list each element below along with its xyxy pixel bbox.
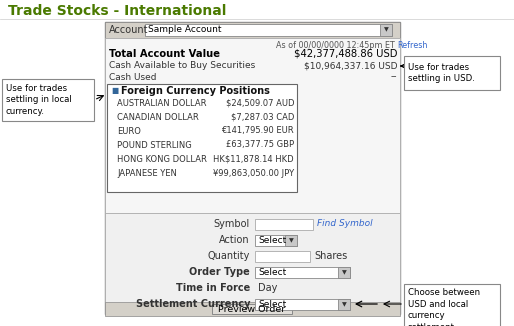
Text: Cash Available to Buy Securities: Cash Available to Buy Securities: [109, 62, 255, 70]
Bar: [255, 235, 297, 246]
Text: ¥99,863,050.00 JPY: ¥99,863,050.00 JPY: [213, 169, 294, 177]
Bar: [338, 299, 350, 310]
Bar: [255, 219, 313, 230]
Bar: [105, 38, 400, 213]
Text: Settlement Currency: Settlement Currency: [136, 299, 250, 309]
Text: Day: Day: [258, 283, 278, 293]
Text: $7,287.03 CAD: $7,287.03 CAD: [231, 112, 294, 122]
Text: €141,795.90 EUR: €141,795.90 EUR: [222, 126, 294, 136]
Text: Action: Action: [219, 235, 250, 245]
Text: Order Type: Order Type: [189, 267, 250, 277]
Text: Choose between
USD and local
currency
settlement.: Choose between USD and local currency se…: [408, 288, 480, 326]
Bar: [105, 302, 400, 316]
Text: AUSTRALIAN DOLLAR: AUSTRALIAN DOLLAR: [117, 98, 207, 108]
Text: $42,377,488.86 USD: $42,377,488.86 USD: [293, 49, 397, 59]
Bar: [285, 235, 297, 246]
Bar: [107, 84, 297, 192]
Text: JAPANESE YEN: JAPANESE YEN: [117, 169, 177, 177]
Bar: [255, 267, 350, 278]
Text: EURO: EURO: [117, 126, 141, 136]
Bar: [105, 213, 400, 314]
Text: Quantity: Quantity: [208, 251, 250, 261]
Text: ▼: ▼: [383, 27, 389, 33]
Text: $10,964,337.16 USD: $10,964,337.16 USD: [303, 62, 397, 70]
Bar: [380, 24, 392, 36]
Bar: [105, 22, 400, 314]
Text: Select: Select: [258, 300, 286, 309]
Text: CANADIAN DOLLAR: CANADIAN DOLLAR: [117, 112, 199, 122]
Text: --: --: [391, 72, 397, 82]
Text: HONG KONG DOLLAR: HONG KONG DOLLAR: [117, 155, 207, 164]
Text: ▼: ▼: [342, 302, 346, 307]
Text: Time in Force: Time in Force: [176, 283, 250, 293]
Bar: [404, 284, 500, 326]
Text: Select: Select: [258, 268, 286, 277]
Bar: [2, 79, 94, 121]
Text: Refresh: Refresh: [397, 40, 427, 50]
Bar: [212, 304, 292, 314]
Text: Shares: Shares: [314, 251, 347, 261]
Bar: [255, 251, 310, 262]
Bar: [255, 299, 350, 310]
Text: ▼: ▼: [342, 270, 346, 275]
Text: Total Account Value: Total Account Value: [109, 49, 220, 59]
Text: ▼: ▼: [289, 238, 293, 243]
Text: Trade Stocks - International: Trade Stocks - International: [8, 4, 226, 18]
Text: POUND STERLING: POUND STERLING: [117, 141, 192, 150]
Bar: [105, 22, 400, 38]
Bar: [404, 56, 500, 90]
Text: Use for trades
settling in local
currency.: Use for trades settling in local currenc…: [6, 84, 72, 116]
Text: ■: ■: [111, 86, 118, 96]
Text: Foreign Currency Positions: Foreign Currency Positions: [121, 86, 270, 96]
Text: Preview Order: Preview Order: [218, 304, 286, 314]
Text: Account: Account: [109, 25, 149, 35]
Bar: [338, 267, 350, 278]
Text: HK$11,878.14 HKD: HK$11,878.14 HKD: [213, 155, 294, 164]
Text: Find Symbol: Find Symbol: [317, 219, 373, 229]
Text: Cash Used: Cash Used: [109, 72, 156, 82]
Text: Sample Account: Sample Account: [148, 25, 222, 35]
Text: Symbol: Symbol: [214, 219, 250, 229]
Text: £63,377.75 GBP: £63,377.75 GBP: [226, 141, 294, 150]
Bar: [145, 24, 392, 36]
Text: Select: Select: [258, 236, 286, 245]
Text: $24,509.07 AUD: $24,509.07 AUD: [226, 98, 294, 108]
Text: As of 00/00/0000 12:45pm ET: As of 00/00/0000 12:45pm ET: [276, 40, 397, 50]
Text: Use for trades
settling in USD.: Use for trades settling in USD.: [408, 63, 475, 83]
